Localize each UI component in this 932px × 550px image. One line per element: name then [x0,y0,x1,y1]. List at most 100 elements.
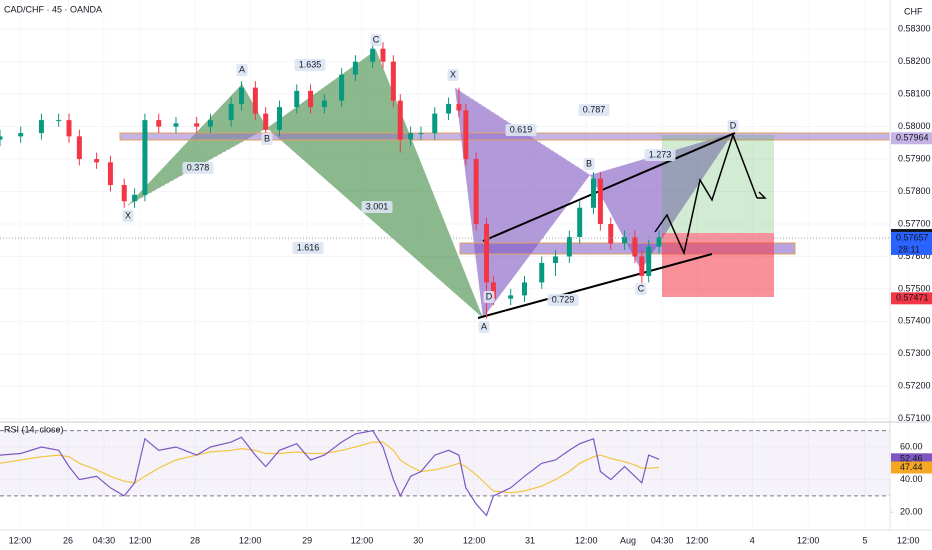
annotation-bg [182,162,214,174]
annotation: C [638,283,645,293]
rsi-ma-value: 47.44 [900,462,923,472]
candle-body [38,120,44,134]
x-tick-label: 4 [750,535,755,545]
candle-body [239,87,245,104]
annotation-bg [292,242,324,254]
annotation: C [373,34,380,44]
rsi-tick-label: 20.00 [900,507,923,517]
candle-body [276,107,282,130]
x-tick-label: 12:00 [129,535,152,545]
annotation-bg [261,133,273,145]
annotation-bg [583,158,595,170]
y-tick-label: 0.57500 [898,283,931,293]
marks [0,42,890,517]
price-label-bg [891,132,932,145]
y-tick-label: 0.57900 [898,153,931,163]
candle-body [521,282,527,296]
candle-body [484,223,490,283]
candle-body [76,136,82,160]
candle-body [656,236,662,247]
annotation: 0.787 [583,104,606,114]
y-tick-label: 0.57400 [898,316,931,326]
candle-body [370,48,376,62]
candle-body [473,159,479,224]
price-label-bg [891,292,932,305]
target-zone [662,135,774,233]
candle-body [639,256,645,276]
candle-body [0,136,3,140]
countdown-bg [891,243,932,255]
y-tick-label: 0.58100 [898,89,931,99]
candle-body [553,256,559,263]
candle-body [321,100,327,108]
annotation: 1.273 [649,149,672,159]
trend-line [477,253,713,319]
rsi-line [0,430,660,517]
annotation-bg [478,321,490,333]
candle-body [490,282,496,299]
chart-title: CAD/CHF · 45 · OANDA [4,4,102,14]
x-tick-label: Aug [620,535,636,545]
x-tick-label: 12:00 [686,535,709,545]
rsi-tick-label: 40.00 [900,474,923,484]
annotation: X [125,210,131,220]
annotation-bg [236,64,248,76]
y-tick-label: 0.58000 [898,121,931,131]
countdown: 28:11 [898,244,920,254]
candle-body [18,133,24,137]
y-tick-label: 0.58200 [898,56,931,66]
candle-body [397,100,403,140]
annotation-bg [370,34,382,46]
rsi-ma-line [0,441,660,494]
annotation-bg [361,201,393,213]
annotation-bg [294,59,326,71]
zone [119,132,891,141]
price-label: 0.57471 [896,293,929,303]
annotation-bg [635,283,647,295]
annotation-bg [483,291,495,303]
x-tick-label: 12:00 [9,535,32,545]
annotation: A [481,321,487,331]
x-tick-label: 31 [525,535,535,545]
candle-body [590,178,596,208]
annotation: X [450,69,456,79]
annotation-bg [122,210,134,222]
annotation: 0.729 [552,294,575,304]
annotation-bg [447,69,459,81]
candle-body [508,295,514,299]
pattern-leg [267,50,483,318]
x-tick-label: 12:00 [575,535,598,545]
rsi-band-fill [0,430,890,496]
price-label: 0.57657 [896,232,929,242]
arrow-head [757,191,767,199]
annotation-bg [505,124,537,136]
price-label: 0.57964 [896,133,929,143]
x-tick-label: 26 [63,535,73,545]
candle-body [94,159,100,163]
x-tick-label: 12:00 [239,535,262,545]
pattern-leg [590,133,733,270]
price-label-bg [891,231,932,244]
candle-body [446,103,452,114]
candle-body [121,185,127,202]
x-tick-label: 12:00 [463,535,486,545]
annotation-bg [578,104,610,116]
trend-line [482,132,736,242]
candle-body [156,120,162,127]
candle-body [132,194,138,202]
candle-body [263,113,269,130]
x-tick-label: 12:00 [897,535,920,545]
candle-body [228,103,234,121]
x-tick-label: 5 [863,535,868,545]
candle-body [577,207,583,237]
candle-body [608,223,614,244]
candle-body [390,61,396,101]
candle-body [632,236,638,257]
annotation: 3.001 [366,201,389,211]
candle-body [539,262,545,283]
x-tick-label: 12:00 [351,535,374,545]
candle-body [173,123,179,127]
y-tick-label: 0.57200 [898,381,931,391]
